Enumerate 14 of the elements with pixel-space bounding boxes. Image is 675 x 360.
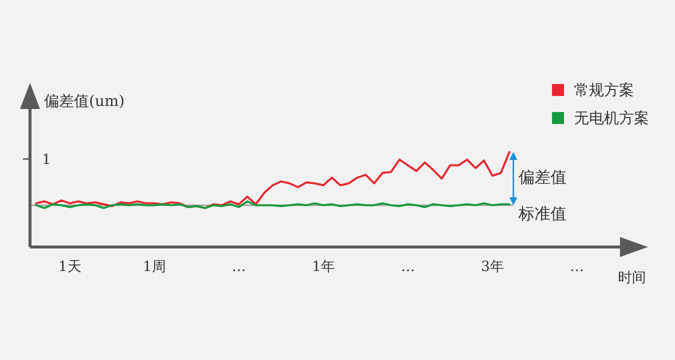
x-tick-label: 3年 (481, 259, 504, 275)
annotation: 1 (42, 152, 51, 168)
y-axis-title: 偏差值(um) (44, 92, 125, 110)
x-tick-label: … (232, 259, 246, 275)
annotation: 偏差值 (518, 168, 566, 187)
x-axis-title: 时间 (618, 270, 646, 286)
x-tick-label: 1年 (312, 259, 335, 275)
legend-label: 无电机方案 (574, 109, 649, 127)
x-tick-label: … (400, 259, 415, 275)
legend-label: 常规方案 (574, 81, 634, 99)
x-tick-label: 1周 (142, 259, 166, 275)
ref-line-label: 标准值 (517, 204, 566, 224)
x-tick-label: … (570, 259, 584, 275)
x-tick-label: 1天 (58, 259, 82, 275)
